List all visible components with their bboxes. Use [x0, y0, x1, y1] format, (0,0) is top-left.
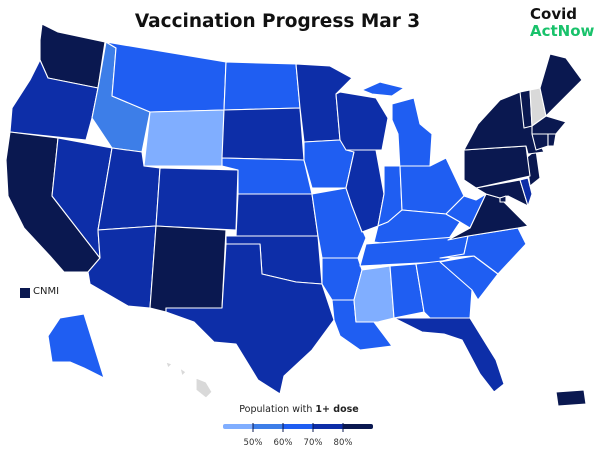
state-il[interactable]: [345, 149, 385, 233]
state-or[interactable]: [9, 59, 99, 141]
cnmi-swatch[interactable]: [20, 288, 30, 298]
state-tn[interactable]: [359, 235, 469, 267]
state-sc[interactable]: [439, 255, 499, 301]
legend-swatch-80plus: [343, 424, 373, 429]
legend-swatch-lt50: [223, 424, 253, 429]
legend-title-bold: 1+ dose: [315, 404, 359, 415]
legend-title-prefix: Population with: [239, 404, 316, 415]
legend-tick-50: 50%: [243, 438, 263, 448]
logo-word-actnow: ActNow: [530, 22, 595, 40]
legend-tick-70: 70%: [303, 438, 323, 448]
legend-swatch-70-80: [313, 424, 343, 429]
legend-tick-80: 80%: [333, 438, 353, 448]
state-tx[interactable]: [165, 243, 335, 395]
state-ak[interactable]: [47, 313, 105, 379]
state-hi[interactable]: [165, 361, 213, 399]
state-pr[interactable]: [555, 389, 587, 407]
state-ma[interactable]: [531, 115, 567, 135]
state-fl[interactable]: [393, 317, 505, 393]
state-va[interactable]: [447, 193, 529, 241]
state-dc[interactable]: [499, 195, 507, 203]
covid-act-now-logo[interactable]: Covid ActNow: [530, 6, 594, 40]
states-layer: [5, 23, 587, 407]
legend-tick-labels: 50% 60% 70% 80%: [0, 438, 598, 450]
legend-swatch-50-60: [253, 424, 283, 429]
legend-title: Population with 1+ dose: [0, 404, 598, 415]
state-de[interactable]: [519, 177, 533, 207]
legend-tick-60: 60%: [273, 438, 293, 448]
legend-color-scale: [223, 424, 373, 429]
state-nc[interactable]: [439, 227, 527, 275]
logo-word-covid: Covid: [530, 5, 577, 23]
cnmi-label: CNMI: [33, 286, 60, 297]
map-title: Vaccination Progress Mar 3: [134, 11, 421, 32]
state-ri[interactable]: [547, 133, 557, 147]
legend-swatch-60-70: [283, 424, 313, 429]
